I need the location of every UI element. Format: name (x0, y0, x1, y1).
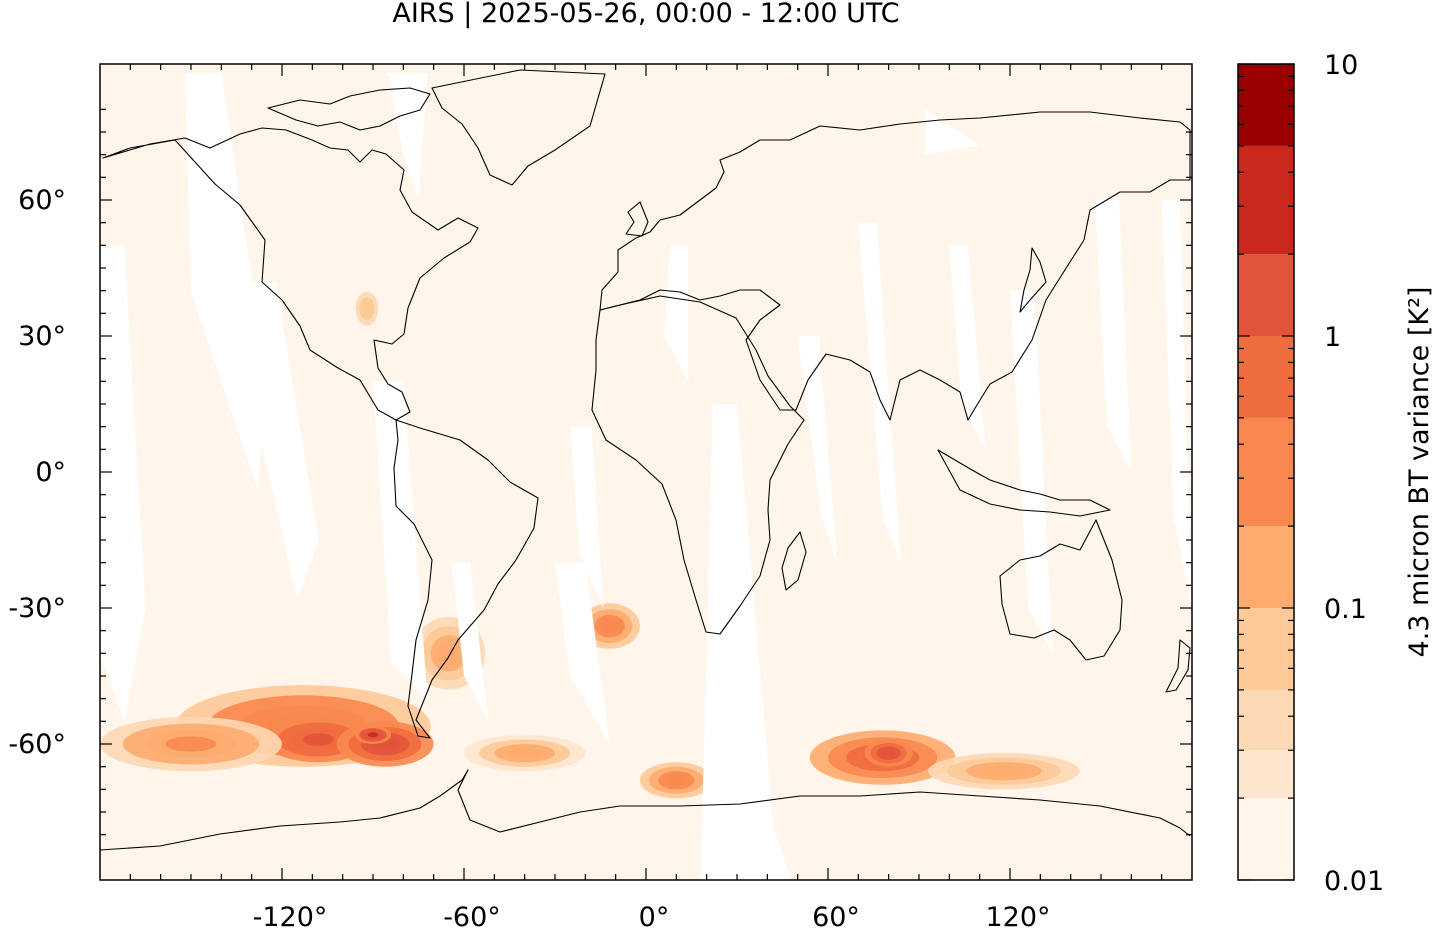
colorbar-bin (1238, 689, 1294, 751)
lon-tick-label: 120° (985, 902, 1050, 930)
coastline-indonesia (937, 449, 1111, 517)
coastline-greenland (431, 69, 606, 186)
colorbar-bin (1238, 798, 1294, 880)
coastline-eurasia (599, 111, 1191, 421)
data-gap (858, 222, 901, 563)
patch-weddell (464, 735, 586, 772)
coastline-south-america (393, 419, 539, 739)
coastline-australia (999, 519, 1123, 661)
coastline-antarctica (100, 769, 1191, 851)
patch-drake-core (354, 725, 392, 745)
longitude-axis: -120° -60° 0° 60° 120° (253, 902, 1051, 930)
colorbar-bin (1238, 750, 1294, 799)
patch-pacific-core (263, 716, 373, 763)
colorbar-bin (1238, 417, 1294, 527)
data-gap (251, 281, 319, 599)
patch-east-antarctica (928, 753, 1080, 790)
lon-tick-label: -120° (253, 902, 328, 930)
data-gap (451, 562, 489, 722)
colorbar-tick-label: 1 (1324, 322, 1341, 353)
colorbar-bin (1238, 526, 1294, 608)
data-gap (1161, 200, 1192, 608)
lon-tick-label: 0° (639, 902, 670, 930)
plot-title: AIRS | 2025-05-26, 00:00 - 12:00 UTC (392, 0, 900, 29)
patch-kerguelen (864, 739, 913, 767)
lon-tick-label: -60° (443, 902, 501, 930)
data-gap (570, 426, 604, 608)
data-gap (700, 404, 792, 880)
map-ticks (100, 64, 1192, 880)
latitude-axis: 60° 30° 0° -30° -60° (8, 185, 66, 760)
data-gap (1010, 290, 1053, 654)
coastline-africa (591, 295, 805, 635)
colorbar (1238, 64, 1294, 880)
coastline-arctic-islands (267, 87, 431, 131)
coastline-madagascar (781, 531, 807, 591)
patch-north-america (351, 286, 383, 332)
data-gap (664, 245, 689, 382)
colorbar-bin (1238, 254, 1294, 336)
patch-south-atlantic (579, 603, 640, 649)
colorbar-tick-label: 0.01 (1324, 866, 1384, 897)
lat-tick-label: -30° (8, 593, 66, 624)
coastline-new-zealand (1165, 639, 1191, 693)
colorbar-tick-label: 0.1 (1324, 594, 1367, 625)
data-gap (100, 245, 146, 722)
coastline-uk (625, 201, 649, 237)
colorbar-frame (1237, 63, 1295, 881)
data-gap (184, 73, 267, 491)
lat-tick-label: 30° (18, 321, 66, 352)
map-area (100, 64, 1192, 880)
colorbar-label: 4.3 micron BT variance [K²] (1404, 287, 1435, 658)
data-gap (373, 381, 428, 699)
colorbar-bin (1238, 64, 1294, 146)
patch-westerly-belt (100, 716, 282, 772)
data-gaps (100, 73, 1192, 880)
data-gap (949, 245, 986, 450)
lon-tick-label: 60° (812, 902, 860, 930)
colorbar-bin (1238, 608, 1294, 690)
data-gap (1094, 200, 1132, 472)
coastline-north-america (102, 127, 479, 421)
colorbar-ticks (1238, 63, 1294, 881)
colorbar-bin (1238, 145, 1294, 255)
colorbar-tick-labels: 10 1 0.1 0.01 (1324, 50, 1384, 897)
coastlines (100, 69, 1191, 851)
data-gap (388, 73, 428, 200)
coastline-japan (1019, 247, 1047, 313)
lat-tick-label: -60° (8, 729, 66, 760)
data-gap (555, 562, 610, 744)
colorbar-bin (1238, 336, 1294, 418)
lat-tick-label: 60° (18, 185, 66, 216)
data-gap (797, 336, 838, 563)
colorbar-tick-label: 10 (1324, 50, 1358, 81)
lat-tick-label: 0° (35, 457, 66, 488)
patch-africa-south (639, 762, 713, 799)
